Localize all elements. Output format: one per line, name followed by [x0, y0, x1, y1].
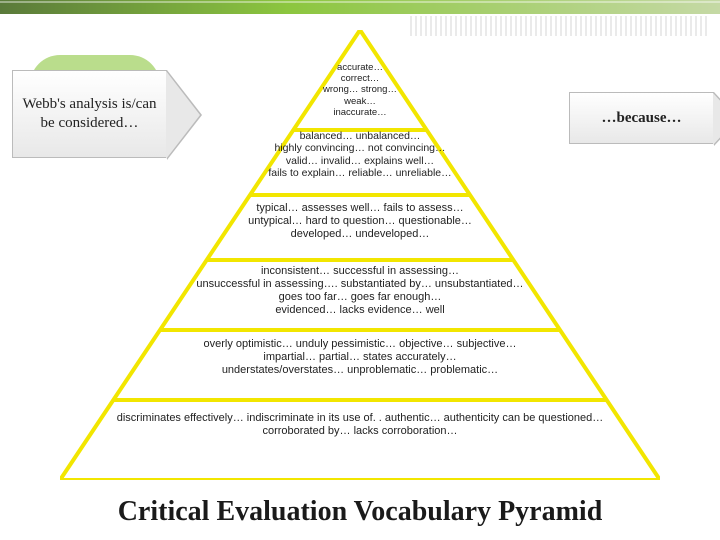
pyramid-tier-3: inconsistent… successful in assessing… u…	[60, 265, 660, 317]
top-accent-bar	[0, 0, 720, 14]
left-arrow-label: Webb's analysis is/can be considered…	[12, 70, 167, 158]
pyramid-tier-4: overly optimistic… unduly pessimistic… o…	[60, 338, 660, 377]
page-title-text: Critical Evaluation Vocabulary Pyramid	[118, 496, 603, 527]
pyramid-tier-5: discriminates effectively… indiscriminat…	[60, 412, 660, 438]
left-arrow: Webb's analysis is/can be considered…	[12, 70, 167, 158]
right-arrow: …because…	[569, 92, 714, 144]
page-title: Critical Evaluation Vocabulary Pyramid	[0, 496, 720, 528]
pyramid-tier-2: typical… assesses well… fails to assess……	[60, 202, 660, 241]
right-arrow-label: …because…	[569, 92, 714, 144]
